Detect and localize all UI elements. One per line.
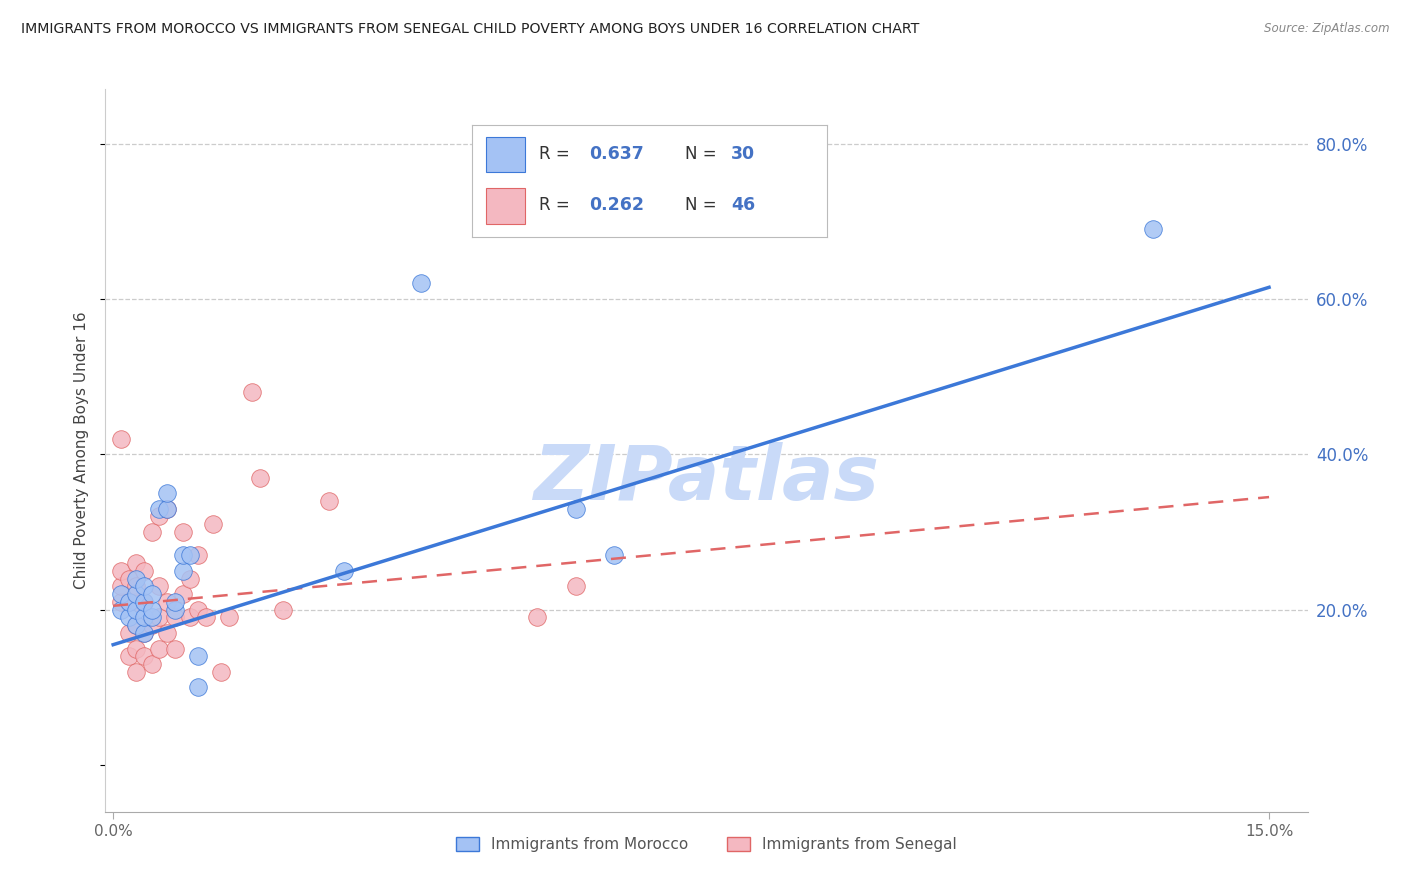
Point [125,618,148,632]
Point [163,595,186,609]
Point [141,587,163,601]
Point [218,610,240,624]
Text: IMMIGRANTS FROM MOROCCO VS IMMIGRANTS FROM SENEGAL CHILD POVERTY AMONG BOYS UNDE: IMMIGRANTS FROM MOROCCO VS IMMIGRANTS FR… [21,22,920,37]
Point [148,579,170,593]
Point [125,556,148,570]
Legend: Immigrants from Morocco, Immigrants from Senegal: Immigrants from Morocco, Immigrants from… [450,831,963,858]
Point [271,603,294,617]
Point [132,649,155,664]
Point [411,277,433,291]
Point [110,587,132,601]
Point [117,595,139,609]
Point [163,641,186,656]
Point [187,603,209,617]
Point [125,595,148,609]
Point [156,501,179,516]
Point [132,610,155,624]
Point [202,517,225,532]
Point [148,610,170,624]
Point [117,595,139,609]
Text: Source: ZipAtlas.com: Source: ZipAtlas.com [1264,22,1389,36]
Point [141,524,163,539]
Point [172,524,194,539]
Point [172,587,194,601]
Point [141,657,163,672]
Point [132,595,155,609]
Point [172,564,194,578]
Point [240,385,263,400]
Point [125,618,148,632]
Y-axis label: Child Poverty Among Boys Under 16: Child Poverty Among Boys Under 16 [75,311,90,590]
Point [110,432,132,446]
Point [163,610,186,624]
Point [125,603,148,617]
Point [132,564,155,578]
Point [117,572,139,586]
Point [117,649,139,664]
Point [125,641,148,656]
Point [148,509,170,524]
Point [179,572,201,586]
Point [333,564,356,578]
Point [603,549,626,563]
Point [125,579,148,593]
Point [110,564,132,578]
Point [564,579,586,593]
Point [117,626,139,640]
Point [172,549,194,563]
Point [156,486,179,500]
Point [526,610,548,624]
Point [110,595,132,609]
Point [132,595,155,609]
Point [209,665,232,679]
Point [318,494,340,508]
Point [125,665,148,679]
Point [148,641,170,656]
Text: ZIPatlas: ZIPatlas [533,442,880,516]
Point [156,595,179,609]
Point [132,626,155,640]
Point [564,501,586,516]
Point [249,470,271,484]
Point [132,626,155,640]
Point [179,549,201,563]
Point [1142,222,1164,236]
Point [187,549,209,563]
Point [187,681,209,695]
Point [117,610,139,624]
Point [141,603,163,617]
Point [148,501,170,516]
Point [163,603,186,617]
Point [194,610,217,624]
Point [141,618,163,632]
Point [179,610,201,624]
Point [125,587,148,601]
Point [132,579,155,593]
Point [110,603,132,617]
Point [110,579,132,593]
Point [187,649,209,664]
Point [156,626,179,640]
Point [141,610,163,624]
Point [156,501,179,516]
Point [125,572,148,586]
